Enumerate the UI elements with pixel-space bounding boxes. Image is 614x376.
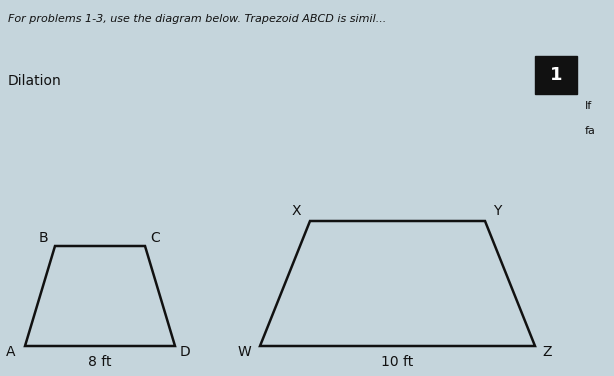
Text: 8 ft: 8 ft — [88, 355, 112, 369]
Bar — [535, 56, 577, 94]
Text: Dilation: Dilation — [8, 74, 62, 88]
Text: B: B — [38, 231, 48, 245]
Text: D: D — [180, 345, 190, 359]
Text: W: W — [237, 345, 251, 359]
Text: Y: Y — [493, 204, 501, 218]
Text: 1: 1 — [550, 66, 562, 84]
Text: A: A — [6, 345, 16, 359]
Text: For problems 1-3, use the diagram below. Trapezoid ABCD is simil...: For problems 1-3, use the diagram below.… — [8, 14, 386, 24]
Text: fa: fa — [585, 126, 596, 136]
Text: X: X — [291, 204, 301, 218]
Text: If: If — [585, 101, 593, 111]
Text: 10 ft: 10 ft — [381, 355, 413, 369]
Text: Z: Z — [542, 345, 552, 359]
Text: C: C — [150, 231, 160, 245]
